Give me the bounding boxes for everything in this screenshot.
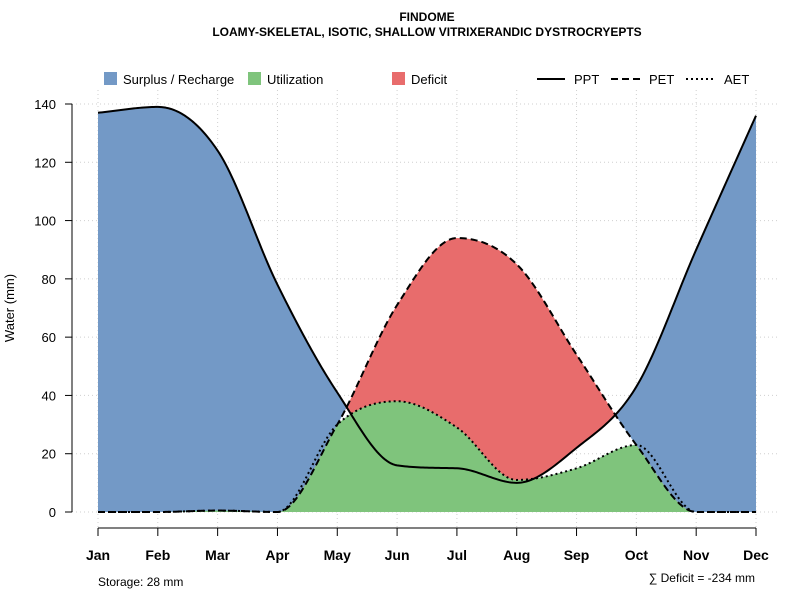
series-line-ppt [97, 105, 757, 484]
legend-swatch-utilization [248, 72, 261, 85]
legend-swatch-surplus [104, 72, 117, 85]
legend-label-deficit: Deficit [411, 72, 448, 87]
area-fills [98, 106, 756, 513]
x-tick-label-aug: Aug [503, 547, 530, 563]
y-tick-label-1: 20 [42, 447, 56, 462]
storage-annotation: Storage: 28 mm [98, 575, 183, 589]
legend-label-utilization: Utilization [267, 72, 323, 87]
series-lines [97, 105, 757, 513]
legend-swatch-deficit [392, 72, 405, 85]
legend-label-ppt: PPT [574, 72, 599, 87]
area-utilization-base [98, 401, 756, 512]
y-tick-label-3: 60 [42, 330, 56, 345]
area-deficit [98, 238, 756, 513]
x-tick-label-oct: Oct [625, 547, 649, 563]
x-tick-label-jan: Jan [86, 547, 110, 563]
x-tick-label-apr: Apr [265, 547, 290, 563]
series-line-pet [98, 237, 756, 513]
axes: 0 20 40 60 80 100 120 140 Jan Feb Mar Apr May Jun Jul A… [34, 97, 769, 563]
deficit-annotation: ∑ Deficit = -234 mm [649, 571, 755, 585]
x-tick-label-may: May [324, 547, 351, 563]
y-tick-label-6: 120 [34, 155, 56, 170]
chart-title: FINDOME [399, 10, 454, 24]
x-tick-label-mar: Mar [205, 547, 230, 563]
x-tick-label-dec: Dec [743, 547, 769, 563]
x-tick-label-nov: Nov [683, 547, 710, 563]
y-tick-label-0: 0 [49, 505, 56, 520]
legend-label-pet: PET [649, 72, 674, 87]
y-tick-label-4: 80 [42, 272, 56, 287]
y-tick-label-2: 40 [42, 388, 56, 403]
y-tick-label-7: 140 [34, 97, 56, 112]
chart-subtitle: LOAMY-SKELETAL, ISOTIC, SHALLOW VITRIXER… [212, 25, 641, 39]
legend: Surplus / Recharge Utilization Deficit P… [104, 72, 749, 87]
x-tick-label-jun: Jun [385, 547, 410, 563]
x-tick-label-jul: Jul [447, 547, 467, 563]
legend-label-surplus: Surplus / Recharge [123, 72, 234, 87]
y-axis-label: Water (mm) [2, 274, 17, 342]
x-tick-label-sep: Sep [564, 547, 590, 563]
area-surplus-top [98, 106, 756, 513]
y-tick-label-5: 100 [34, 214, 56, 229]
x-tick-label-feb: Feb [145, 547, 170, 563]
legend-label-aet: AET [724, 72, 749, 87]
